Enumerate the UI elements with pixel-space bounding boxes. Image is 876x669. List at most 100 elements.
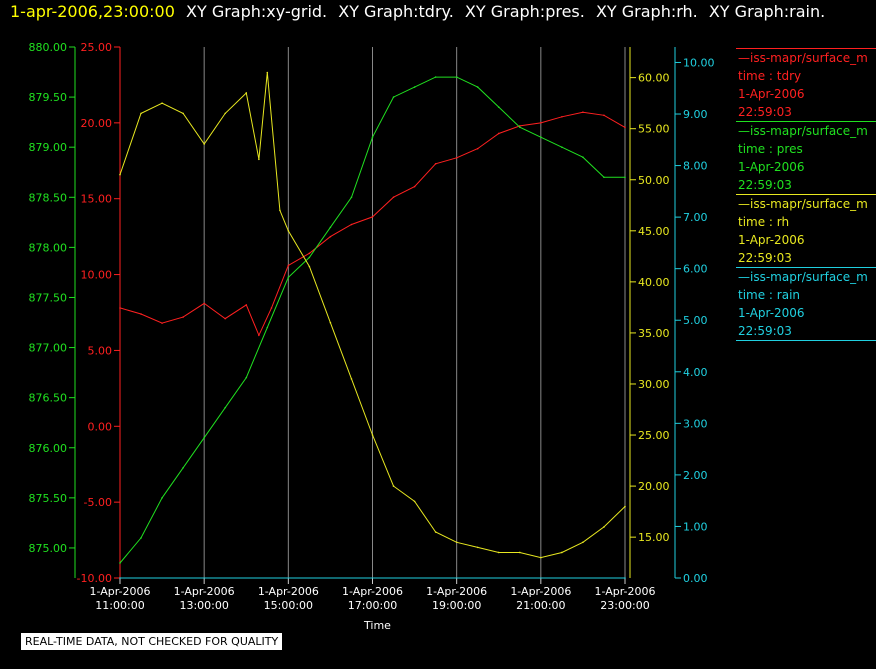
data-point-tdry-23 [582, 111, 584, 114]
y-tick-label-pres-8: 879.00 [29, 141, 68, 154]
data-point-tdry-19 [497, 132, 500, 135]
data-point-tdry-2 [161, 322, 163, 324]
graph-name-2: XY Graph:pres. [464, 2, 585, 21]
y-tick-label-rain-7: 7.00 [683, 211, 708, 224]
data-point-pres-22 [582, 156, 584, 159]
y-tick-label-rain-5: 5.00 [683, 314, 708, 327]
x-tick-date-4: 1-Apr-2006 [426, 585, 487, 598]
data-point-tdry-0 [119, 307, 121, 309]
y-tick-label-tdry-1: -5.00 [84, 496, 112, 509]
y-tick-label-rain-3: 3.00 [683, 417, 708, 430]
data-point-tdry-6 [245, 304, 248, 306]
legend: —iss-mapr/surface_m time : tdry 1-Apr-20… [736, 48, 876, 341]
legend-date: 1-Apr-2006 [738, 160, 805, 174]
data-point-pres-19 [518, 126, 521, 128]
data-point-pres-8 [287, 276, 290, 279]
data-point-pres-9 [308, 256, 311, 259]
legend-source: —iss-mapr/surface_m [738, 270, 868, 284]
timestamp: 1-apr-2006,23:00:00 [10, 2, 175, 21]
data-point-rh-25 [603, 526, 605, 528]
data-point-tdry-3 [182, 316, 184, 318]
data-point-rh-13 [350, 378, 353, 380]
data-point-tdry-13 [371, 216, 374, 218]
y-tick-label-rain-9: 9.00 [683, 108, 708, 121]
data-point-tdry-8 [270, 307, 273, 309]
data-point-rh-5 [224, 112, 227, 115]
y-tick-label-rain-10: 10.00 [683, 56, 715, 69]
data-point-pres-15 [434, 76, 437, 78]
x-tick-date-1: 1-Apr-2006 [174, 585, 235, 598]
data-point-rh-24 [582, 541, 584, 544]
legend-time: 22:59:03 [738, 324, 792, 338]
x-tick-time-6: 23:00:00 [600, 599, 649, 612]
data-point-pres-14 [413, 86, 416, 88]
y-tick-label-rain-0: 0.00 [683, 572, 708, 585]
x-tick-time-1: 13:00:00 [179, 599, 228, 612]
data-point-tdry-22 [561, 115, 563, 118]
y-tick-label-pres-0: 875.00 [29, 542, 68, 555]
data-point-pres-0 [119, 562, 121, 564]
data-point-pres-6 [245, 376, 248, 379]
x-tick-date-5: 1-Apr-2006 [510, 585, 571, 598]
legend-time: 22:59:03 [738, 251, 792, 265]
data-point-rh-23 [561, 551, 563, 554]
data-point-tdry-10 [308, 252, 311, 255]
data-point-rh-26 [624, 505, 626, 508]
data-point-tdry-21 [540, 122, 542, 124]
data-point-tdry-4 [203, 302, 205, 305]
data-point-rh-12 [329, 321, 332, 324]
data-point-tdry-25 [624, 126, 626, 129]
legend-item-pres[interactable]: —iss-mapr/surface_m time : pres 1-Apr-20… [736, 121, 876, 194]
data-point-pres-5 [224, 406, 227, 409]
y-tick-label-rh-9: 60.00 [638, 72, 670, 85]
legend-date: 1-Apr-2006 [738, 87, 805, 101]
legend-source: —iss-mapr/surface_m [738, 51, 868, 65]
data-point-tdry-5 [224, 317, 227, 320]
quality-disclaimer: REAL-TIME DATA, NOT CHECKED FOR QUALITY [20, 632, 284, 651]
legend-item-tdry[interactable]: —iss-mapr/surface_m time : tdry 1-Apr-20… [736, 48, 876, 121]
data-point-rh-21 [518, 551, 521, 554]
data-point-rh-6 [245, 92, 248, 94]
data-point-pres-12 [371, 136, 374, 138]
data-point-tdry-7 [258, 334, 260, 337]
graph-name-4: XY Graph:rain. [708, 2, 826, 21]
x-tick-time-3: 17:00:00 [348, 599, 397, 612]
data-point-pres-17 [476, 86, 479, 88]
data-point-pres-13 [392, 96, 395, 98]
x-tick-date-3: 1-Apr-2006 [342, 585, 403, 598]
data-point-rh-4 [203, 143, 205, 145]
y-tick-label-tdry-7: 25.00 [81, 41, 113, 54]
legend-field: time : rain [738, 288, 801, 302]
data-point-rh-18 [455, 541, 458, 544]
data-point-rh-15 [392, 485, 395, 487]
data-point-rh-1 [140, 112, 142, 115]
y-tick-label-tdry-4: 10.00 [81, 269, 113, 282]
data-point-rh-17 [434, 531, 437, 533]
y-tick-label-rain-8: 8.00 [683, 160, 708, 173]
x-tick-date-6: 1-Apr-2006 [594, 585, 655, 598]
legend-item-rh[interactable]: —iss-mapr/surface_m time : rh 1-Apr-2006… [736, 194, 876, 267]
data-point-rh-16 [413, 500, 416, 503]
y-tick-label-rain-1: 1.00 [683, 520, 708, 533]
legend-field: time : tdry [738, 69, 802, 83]
x-tick-date-0: 1-Apr-2006 [89, 585, 150, 598]
y-tick-label-pres-10: 880.00 [29, 41, 68, 54]
x-tick-time-4: 19:00:00 [432, 599, 481, 612]
data-point-rh-22 [540, 556, 542, 559]
data-point-tdry-18 [476, 147, 479, 150]
data-point-pres-3 [182, 466, 184, 469]
y-tick-label-rh-3: 30.00 [638, 378, 670, 391]
legend-time: 22:59:03 [738, 178, 792, 192]
y-tick-label-pres-3: 876.50 [29, 392, 68, 405]
data-point-pres-11 [350, 196, 353, 199]
data-point-rh-2 [161, 102, 163, 104]
legend-source: —iss-mapr/surface_m [738, 124, 868, 138]
y-tick-label-tdry-6: 20.00 [81, 117, 113, 130]
data-point-rh-14 [371, 434, 374, 436]
legend-date: 1-Apr-2006 [738, 233, 805, 247]
data-point-rh-0 [119, 173, 121, 176]
legend-item-rain[interactable]: —iss-mapr/surface_m time : rain 1-Apr-20… [736, 267, 876, 341]
data-point-pres-23 [603, 176, 605, 179]
data-point-pres-2 [161, 497, 163, 499]
